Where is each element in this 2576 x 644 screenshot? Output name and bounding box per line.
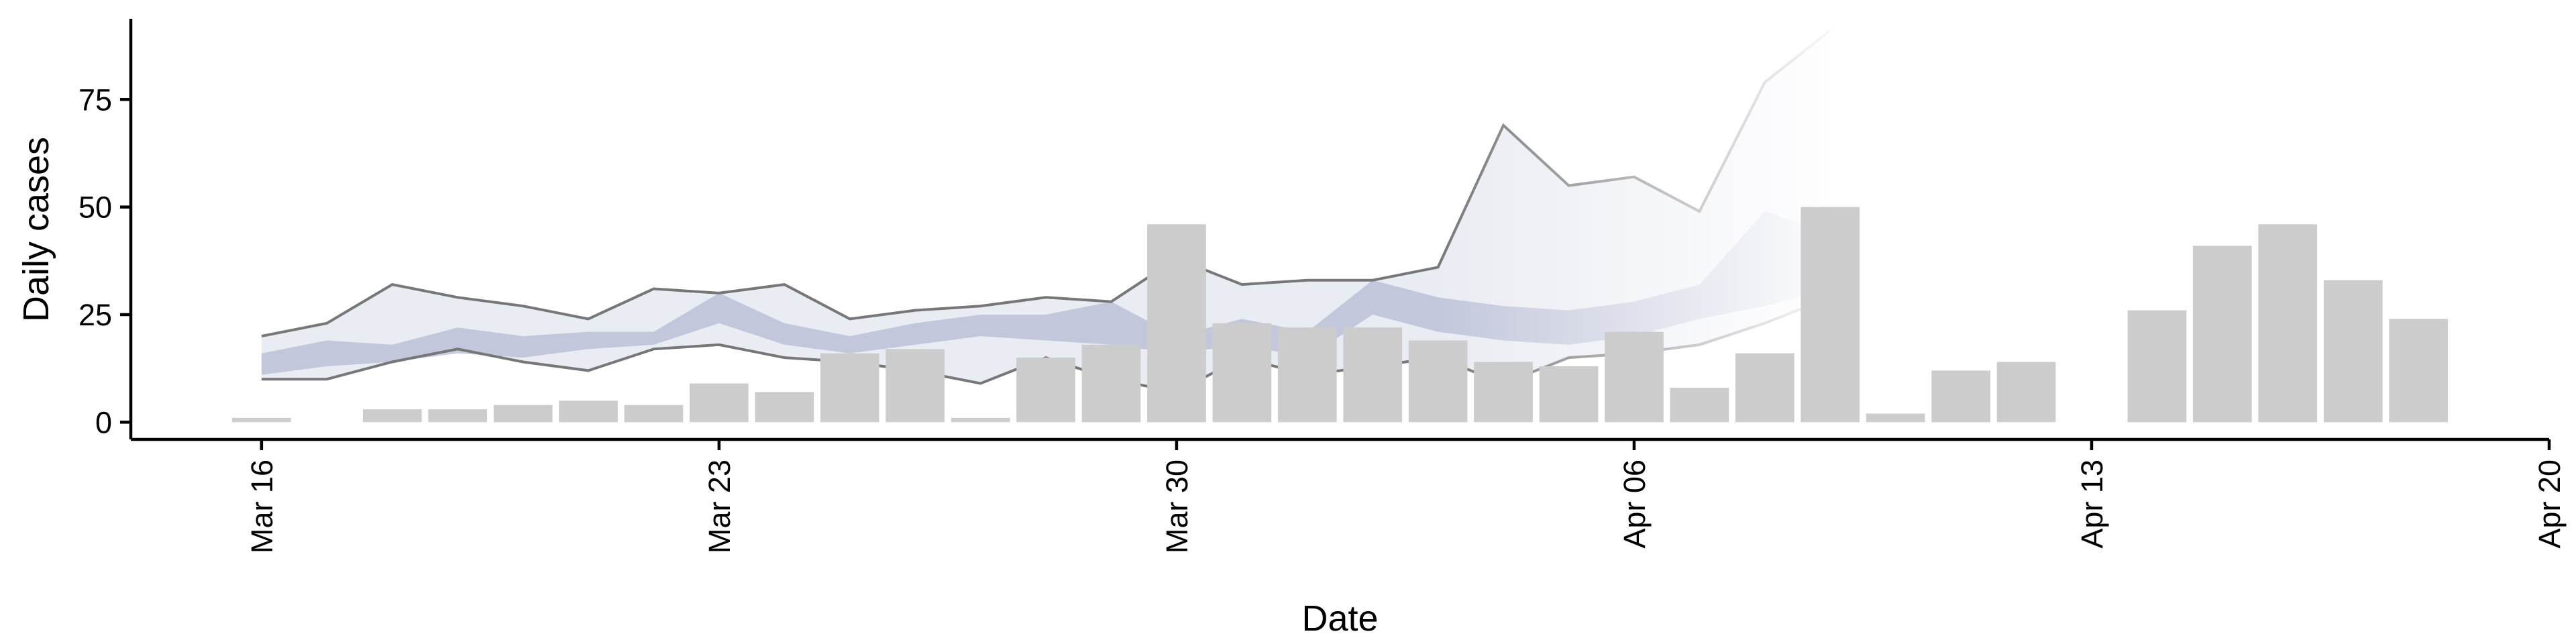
bar-2020-03-21 (559, 400, 618, 423)
bar-2020-04-18 (2389, 319, 2448, 423)
bar-2020-04-04 (1474, 362, 1533, 423)
bar-2020-03-18 (362, 409, 422, 423)
bar-2020-03-28 (1016, 358, 1075, 423)
x-ticks: Mar 16 Mar 23 Mar 30 Apr 06 Apr 13 Apr 20 (245, 439, 2567, 553)
bar-2020-04-09 (1801, 207, 1860, 423)
bar-2020-03-22 (624, 405, 684, 423)
bar-2020-04-06 (1605, 331, 1664, 423)
bar-2020-04-16 (2258, 224, 2318, 423)
bar-2020-03-23 (690, 383, 749, 423)
x-tick-label-2020-03-23: Mar 23 (702, 460, 737, 553)
y-tick-label-25: 25 (78, 298, 112, 332)
bar-2020-03-26 (885, 349, 945, 423)
bar-2020-03-24 (755, 392, 814, 423)
y-tick-label-50: 50 (78, 191, 112, 225)
bar-2020-04-11 (1931, 370, 1990, 423)
x-axis-title: Date (1301, 598, 1378, 639)
bar-2020-03-16 (232, 417, 291, 423)
bar-2020-03-19 (428, 409, 487, 423)
bar-2020-04-12 (1996, 362, 2056, 423)
bar-2020-04-01 (1277, 327, 1337, 423)
y-tick-label-0: 0 (95, 405, 112, 439)
bar-2020-03-30 (1147, 224, 1206, 423)
y-tick-label-75: 75 (78, 83, 112, 117)
outer-band-upper-line (261, 30, 1831, 338)
inner-band-area (261, 211, 1831, 375)
x-tick-label-2020-04-13: Apr 13 (2075, 460, 2109, 549)
bar-2020-04-02 (1343, 327, 1403, 423)
bar-2020-04-03 (1408, 340, 1468, 423)
bar-2020-04-07 (1670, 388, 1729, 423)
uncertainty-band-layer (261, 30, 1831, 394)
bar-2020-04-10 (1866, 413, 1925, 423)
bar-2020-03-27 (951, 417, 1010, 423)
bar-2020-03-20 (493, 405, 553, 423)
bar-2020-04-05 (1539, 366, 1599, 423)
bar-2020-03-25 (820, 353, 879, 423)
bar-2020-03-29 (1081, 344, 1141, 423)
axes-layer: 0 25 50 75 Mar 16 Mar 23 Mar 30 Apr 06 Apr 13 Ap… (78, 19, 2567, 553)
bar-2020-04-15 (2193, 246, 2252, 423)
x-tick-label-2020-04-20: Apr 20 (2532, 460, 2567, 549)
bar-2020-04-14 (2127, 310, 2187, 423)
bars-layer (232, 207, 2448, 423)
bar-2020-03-31 (1212, 323, 1272, 423)
y-ticks: 0 25 50 75 (78, 83, 131, 439)
bar-2020-04-17 (2323, 280, 2383, 423)
y-axis-title: Daily cases (16, 137, 56, 322)
x-tick-label-2020-04-06: Apr 06 (1617, 460, 1652, 549)
x-tick-label-2020-03-30: Mar 30 (1160, 460, 1194, 553)
x-tick-label-2020-03-16: Mar 16 (245, 460, 279, 553)
bar-2020-04-08 (1735, 353, 1794, 423)
